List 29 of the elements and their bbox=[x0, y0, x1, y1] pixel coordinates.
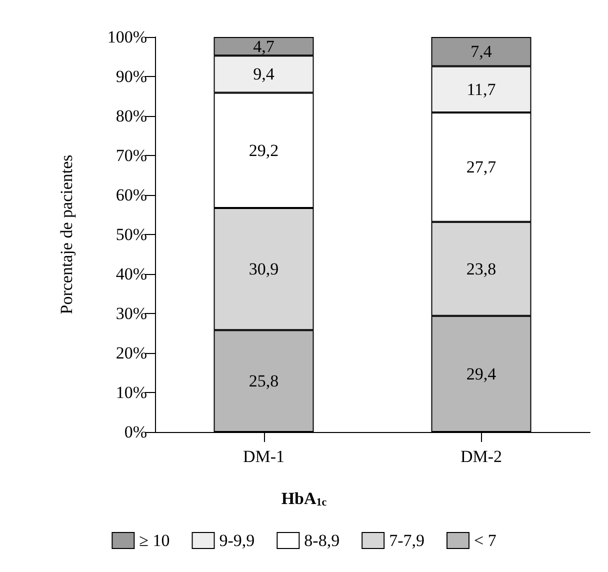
y-tick-label: 10% bbox=[116, 383, 147, 402]
y-tick-label: 0% bbox=[124, 422, 147, 442]
y-tick-label: 30% bbox=[116, 304, 147, 323]
data-label: 7,4 bbox=[470, 42, 492, 62]
data-label: 9,4 bbox=[253, 64, 275, 84]
legend-label: 7-7,9 bbox=[389, 531, 424, 550]
legend-label: 8-8,9 bbox=[304, 531, 340, 550]
data-label: 4,7 bbox=[253, 36, 275, 56]
data-label: 30,9 bbox=[248, 260, 279, 279]
x-tick-label: DM-2 bbox=[460, 447, 502, 466]
legend-label: < 7 bbox=[474, 531, 497, 550]
y-tick-label: 100% bbox=[107, 28, 147, 46]
y-tick-label: 80% bbox=[116, 106, 147, 126]
y-tick-label: 20% bbox=[116, 344, 147, 362]
data-label: 25,8 bbox=[248, 372, 279, 391]
data-label: 27,7 bbox=[466, 158, 497, 177]
data-label: 29,4 bbox=[466, 364, 497, 384]
data-label: 11,7 bbox=[466, 80, 496, 99]
x-tick-label: DM-1 bbox=[242, 447, 285, 466]
data-label: 29,2 bbox=[248, 140, 279, 160]
y-tick-label: 90% bbox=[116, 67, 147, 86]
legend-label: 9-9,9 bbox=[219, 531, 255, 550]
y-tick-label: 70% bbox=[116, 146, 147, 165]
legend-label: ≥ 10 bbox=[139, 531, 170, 550]
y-tick-label: 50% bbox=[116, 225, 147, 244]
y-tick-label: 60% bbox=[116, 186, 147, 204]
y-axis-title: Porcentaje de pacientes bbox=[57, 154, 76, 314]
data-label: 23,8 bbox=[466, 259, 496, 278]
y-tick-label: 40% bbox=[116, 264, 147, 284]
